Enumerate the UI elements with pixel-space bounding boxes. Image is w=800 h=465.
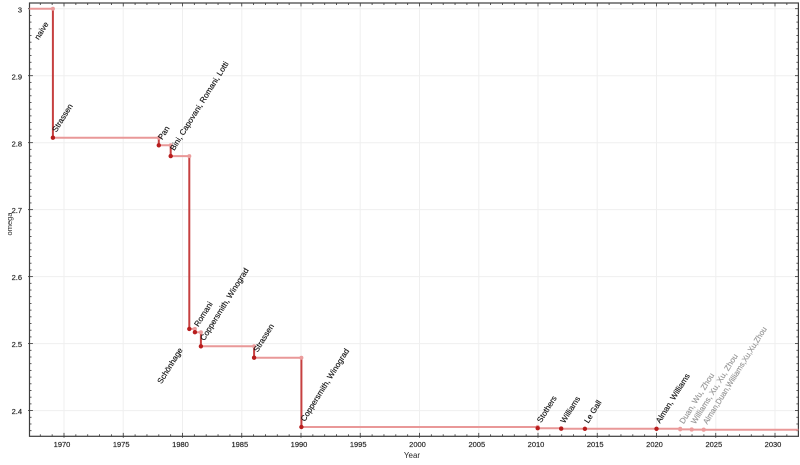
svg-text:1990: 1990 xyxy=(291,440,308,449)
svg-text:2.5: 2.5 xyxy=(12,340,22,349)
svg-text:2.8: 2.8 xyxy=(12,139,22,148)
svg-text:1980: 1980 xyxy=(172,440,189,449)
svg-text:2.4: 2.4 xyxy=(12,407,22,416)
svg-text:2020: 2020 xyxy=(646,440,663,449)
svg-text:2015: 2015 xyxy=(587,440,604,449)
svg-text:2025: 2025 xyxy=(705,440,722,449)
svg-text:2.9: 2.9 xyxy=(12,72,22,81)
svg-text:3: 3 xyxy=(18,5,22,14)
svg-text:omega: omega xyxy=(5,212,14,236)
svg-text:1970: 1970 xyxy=(54,440,71,449)
svg-text:2010: 2010 xyxy=(528,440,545,449)
svg-text:1975: 1975 xyxy=(113,440,130,449)
svg-text:1995: 1995 xyxy=(350,440,367,449)
svg-text:2.7: 2.7 xyxy=(12,206,22,215)
svg-text:Year: Year xyxy=(404,451,421,460)
svg-text:1985: 1985 xyxy=(231,440,248,449)
svg-text:2005: 2005 xyxy=(468,440,485,449)
svg-text:2030: 2030 xyxy=(765,440,782,449)
svg-text:2.6: 2.6 xyxy=(12,273,22,282)
svg-text:2000: 2000 xyxy=(409,440,426,449)
